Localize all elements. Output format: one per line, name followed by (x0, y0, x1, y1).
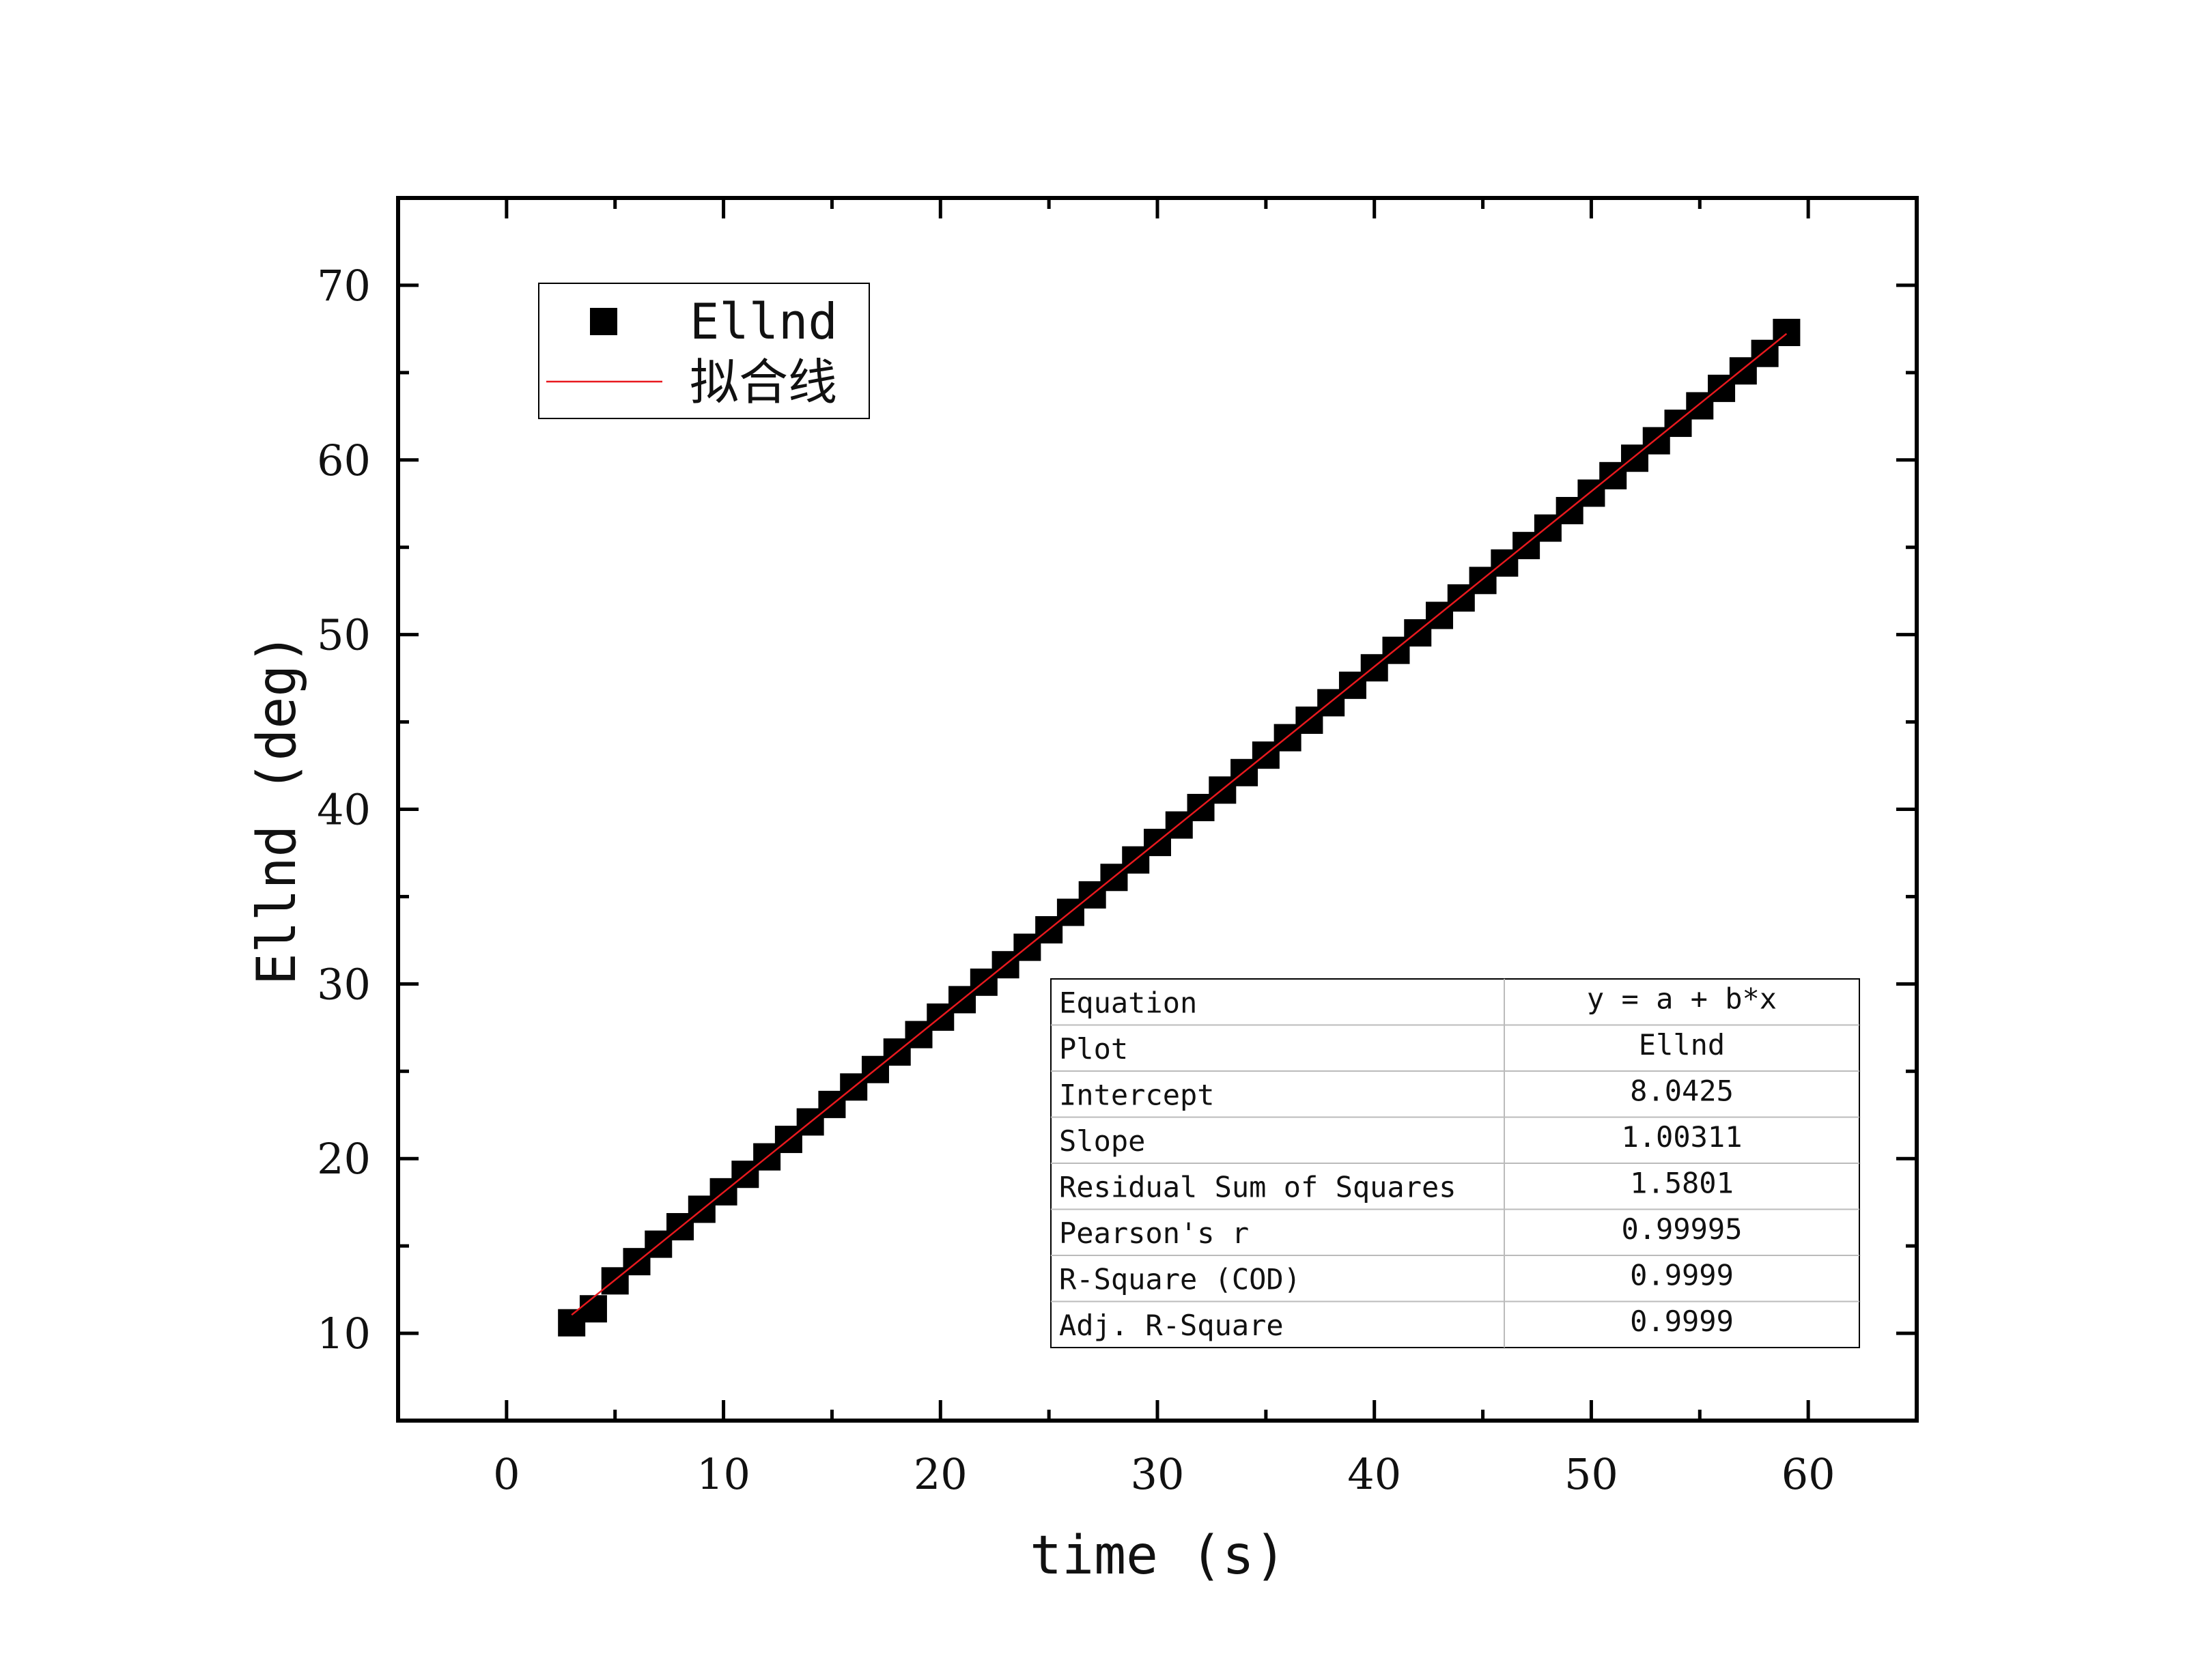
x-tick-label: 20 (914, 1449, 968, 1499)
legend-label-fit-line: 拟合线 (690, 354, 837, 411)
fit-table-label: R-Square (COD) (1059, 1263, 1301, 1296)
legend-marker-square (590, 308, 617, 335)
fit-table-value: 1.5801 (1630, 1167, 1734, 1200)
fit-table: Equation y = a + b*x Plot Ellnd Intercept 8.0… (1050, 978, 1860, 1348)
y-tick-label: 20 (317, 1134, 371, 1184)
x-tick-label: 0 (493, 1449, 520, 1499)
fit-table-label: Plot (1059, 1032, 1128, 1066)
y-tick-label: 70 (317, 261, 371, 311)
y-tick-label: 10 (317, 1309, 371, 1358)
data-point (579, 1295, 607, 1323)
x-tick-label: 40 (1347, 1449, 1401, 1499)
x-ticks: 0 10 20 30 40 50 60 (493, 198, 1835, 1499)
y-axis-title: Ellnd (deg) (247, 633, 308, 986)
fit-table-label: Pearson's r (1059, 1216, 1249, 1250)
fit-table-label: Slope (1059, 1124, 1145, 1158)
y-ticks: 10 20 30 40 50 60 70 (317, 261, 1917, 1358)
y-tick-label: 40 (317, 785, 371, 835)
x-tick-label: 30 (1131, 1449, 1185, 1499)
fit-table-label: Residual Sum of Squares (1059, 1171, 1456, 1204)
x-tick-label: 50 (1564, 1449, 1618, 1499)
fit-table-value: 0.99995 (1621, 1212, 1742, 1246)
x-axis-title: time (s) (1030, 1525, 1286, 1586)
fit-table-label: Equation (1059, 986, 1197, 1020)
legend: Ellnd 拟合线 (538, 283, 870, 419)
fit-table-value: 0.9999 (1630, 1259, 1734, 1292)
fit-lines (571, 332, 1788, 1316)
fit-table-value: 0.9999 (1630, 1305, 1734, 1338)
fit-table-label: Adj. R-Square (1059, 1309, 1284, 1342)
legend-label-ellnd: Ellnd (690, 293, 838, 350)
fit-table-value: 8.0425 (1630, 1074, 1734, 1108)
fit-table-label: Intercept (1059, 1079, 1215, 1112)
y-tick-label: 60 (317, 436, 371, 485)
legend-frame (538, 283, 870, 419)
x-tick-label: 60 (1782, 1449, 1835, 1499)
fit-table-value: y = a + b*x (1587, 982, 1777, 1016)
y-tick-label: 50 (317, 610, 371, 660)
fit-table-value: 1.00311 (1621, 1120, 1742, 1154)
plot-area: 0 10 20 30 40 50 60 10 20 30 40 50 60 70 (317, 196, 1919, 1499)
fit-table-value: Ellnd (1639, 1028, 1725, 1062)
x-tick-label: 10 (696, 1449, 750, 1499)
y-tick-label: 30 (317, 959, 371, 1009)
fit-line (571, 332, 1788, 1316)
